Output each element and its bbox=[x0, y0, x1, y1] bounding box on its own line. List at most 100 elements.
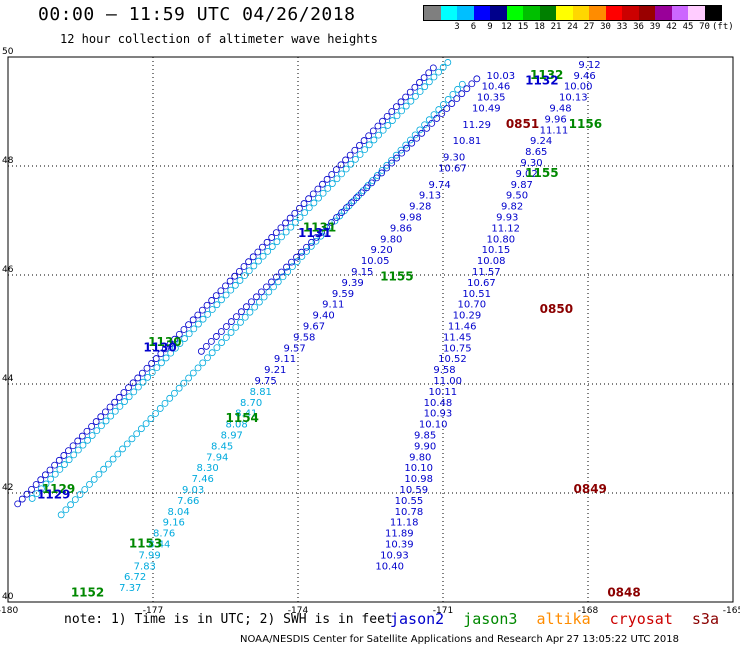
legend-label: 21 bbox=[550, 22, 562, 32]
map-title: 00:00 – 11:59 UTC 04/26/2018 bbox=[38, 4, 356, 25]
dense-track-jason3 bbox=[389, 117, 396, 124]
dense-track-jason3 bbox=[449, 90, 457, 98]
dense-track-jason3 bbox=[98, 422, 105, 430]
dense-track-jason3 bbox=[125, 393, 133, 401]
pass-time-label: 1155 bbox=[525, 166, 558, 180]
dense-track-jason2 bbox=[74, 437, 82, 445]
dense-track-jason3 bbox=[84, 436, 91, 444]
dense-track-jason2 bbox=[333, 214, 340, 221]
dense-track-jason3 bbox=[144, 373, 152, 381]
dense-track-jason3 bbox=[273, 238, 281, 246]
swh-value-jason2: 9.13 bbox=[419, 191, 441, 202]
swh-value-jason2: 9.02 bbox=[516, 169, 538, 180]
dense-track-jason2 bbox=[55, 456, 63, 464]
swh-value-jason3: 8.04 bbox=[168, 507, 190, 518]
swh-value-jason2: 10.75 bbox=[443, 343, 472, 354]
dense-track-jason3 bbox=[171, 344, 179, 352]
dense-track-jason2 bbox=[398, 149, 406, 157]
dense-track-jason2 bbox=[291, 209, 299, 217]
dense-track-jason3 bbox=[435, 68, 442, 76]
dense-track-jason2 bbox=[202, 342, 210, 350]
dense-track-jason2 bbox=[272, 229, 280, 237]
dense-track-jason3 bbox=[231, 281, 239, 289]
dense-track-jason2 bbox=[207, 337, 215, 345]
legend-swatch bbox=[655, 6, 672, 20]
pass-time-label: 1154 bbox=[226, 411, 259, 425]
dense-track-jason3 bbox=[305, 204, 313, 212]
dense-track-jason3 bbox=[241, 313, 249, 321]
satellite-legend: jason2 jason3 altika cryosat s3a bbox=[390, 610, 729, 628]
dense-track-jason3 bbox=[237, 318, 244, 326]
dense-track-jason3 bbox=[342, 165, 350, 173]
swh-value-jason3: 6.72 bbox=[124, 572, 146, 583]
dense-track-jason3 bbox=[152, 410, 159, 417]
swh-value-jason2: 10.67 bbox=[438, 163, 467, 174]
dense-track-jason2 bbox=[383, 164, 391, 172]
dense-track-jason3 bbox=[268, 243, 276, 250]
dense-track-jason2 bbox=[328, 219, 335, 226]
legend-swatch bbox=[671, 6, 688, 20]
dense-track-jason3 bbox=[338, 170, 346, 178]
dense-track-jason2 bbox=[268, 234, 276, 241]
dense-track-jason3 bbox=[326, 222, 334, 230]
swh-value-jason2: 10.49 bbox=[472, 104, 501, 115]
legend-swatch bbox=[688, 6, 705, 20]
swh-value-jason2: 9.67 bbox=[303, 322, 325, 333]
dense-track-jason2 bbox=[222, 282, 229, 290]
dense-track-jason2 bbox=[125, 384, 132, 392]
pass-time-label: 1130 bbox=[148, 335, 181, 349]
pass-time-label: 0849 bbox=[574, 482, 607, 496]
pass-time-label: 0851 bbox=[506, 117, 539, 131]
color-legend: 3 6 9 12 15 18 21 24 27 30 33 36 39 42 45 70 bbox=[423, 5, 722, 32]
dense-track-jason3 bbox=[148, 369, 156, 376]
legend-label: 24 bbox=[567, 22, 578, 32]
swh-value-jason2: 9.46 bbox=[574, 71, 596, 82]
map-subtitle: 12 hour collection of altimeter wave hei… bbox=[60, 32, 378, 46]
dense-track-jason2 bbox=[248, 298, 255, 306]
swh-value-jason3: 7.46 bbox=[192, 474, 214, 485]
swh-value-jason2: 10.48 bbox=[424, 398, 453, 409]
dense-track-jason2 bbox=[319, 180, 326, 188]
dense-track-jason2 bbox=[18, 495, 26, 503]
dense-track-jason2 bbox=[332, 166, 340, 174]
dense-track-jason2 bbox=[78, 432, 86, 440]
dense-track-jason3 bbox=[347, 160, 355, 168]
dense-track-jason2 bbox=[92, 418, 100, 425]
dense-track-jason2 bbox=[392, 103, 400, 111]
swh-value-jason2: 11.89 bbox=[385, 529, 414, 540]
dense-track-jason2 bbox=[65, 447, 72, 455]
swh-value-jason2: 10.08 bbox=[477, 256, 506, 267]
pass-time-label: 1132 bbox=[525, 73, 558, 87]
legend-swatch bbox=[638, 6, 655, 20]
swh-value-jason2: 9.57 bbox=[284, 343, 306, 354]
dense-track-jason2 bbox=[346, 151, 354, 159]
dense-track-jason2 bbox=[293, 253, 300, 261]
legend-label: 6 bbox=[470, 22, 477, 32]
dense-track-jason3 bbox=[301, 209, 309, 217]
dense-track-jason3 bbox=[319, 189, 327, 197]
dense-track-jason2 bbox=[282, 219, 289, 227]
dense-track-jason3 bbox=[430, 73, 438, 81]
dense-track-jason2 bbox=[60, 452, 68, 459]
pass-time-label: 1129 bbox=[42, 482, 75, 496]
dense-track-jason3 bbox=[181, 335, 188, 342]
dense-track-jason3 bbox=[250, 262, 258, 270]
swh-value-jason2: 10.39 bbox=[385, 540, 414, 551]
swh-value-jason2: 11.00 bbox=[433, 376, 462, 387]
legend-label: 30 bbox=[600, 22, 611, 32]
dense-track-jason3 bbox=[107, 412, 115, 420]
dense-track-jason2 bbox=[351, 146, 359, 154]
sat-altika: altika bbox=[536, 610, 591, 628]
dense-track-jason3 bbox=[119, 445, 126, 453]
dense-track-jason2 bbox=[429, 64, 437, 72]
dense-track-jason2 bbox=[298, 248, 305, 256]
swh-value-jason3: 8.41 bbox=[235, 409, 257, 420]
dense-track-jason3 bbox=[204, 354, 211, 362]
dense-track-jason3 bbox=[95, 470, 103, 478]
pass-time-label: 1155 bbox=[380, 269, 413, 283]
dense-track-jason2 bbox=[175, 330, 183, 338]
dense-track-jason2 bbox=[235, 267, 243, 275]
dense-track-jason2 bbox=[453, 95, 461, 103]
swh-value-jason2: 10.98 bbox=[404, 474, 433, 485]
